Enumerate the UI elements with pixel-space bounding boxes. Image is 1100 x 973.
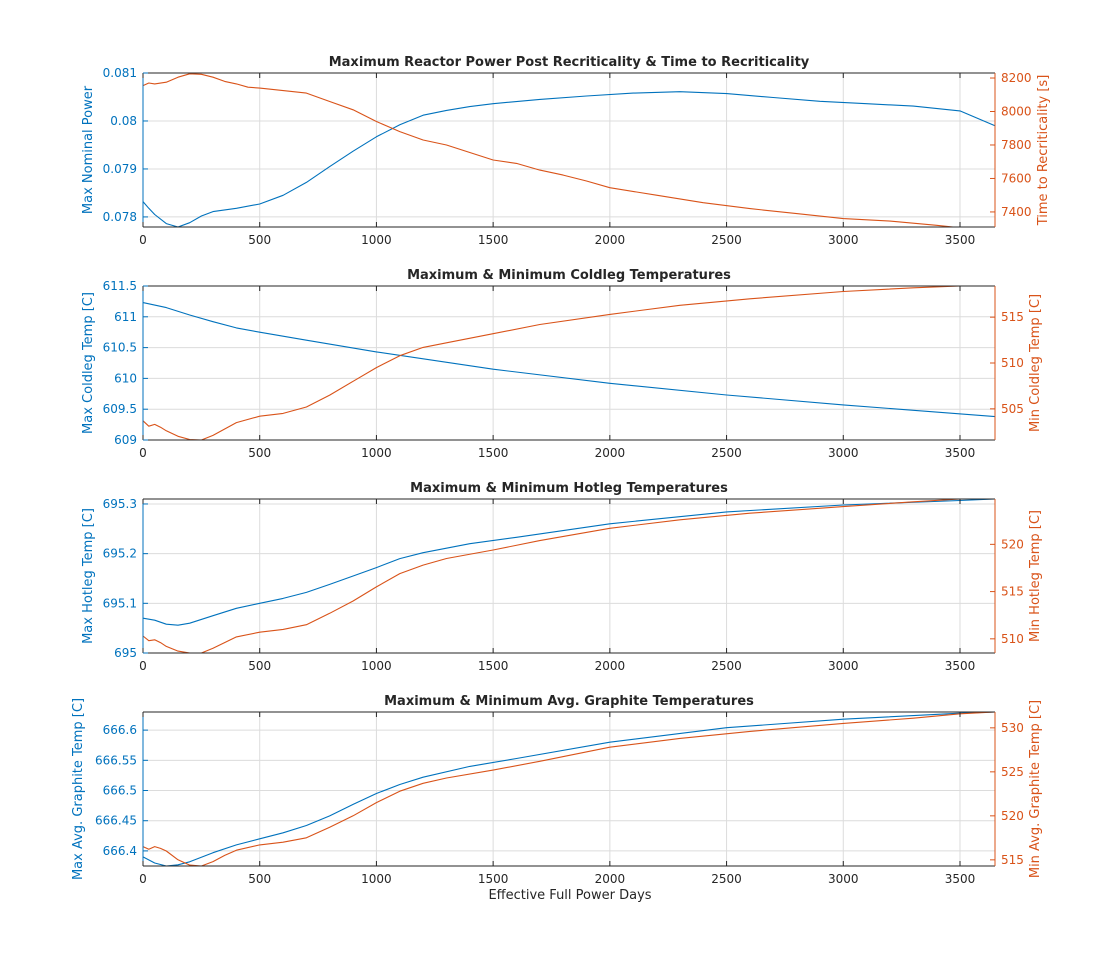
right-y-axis-label: Min Avg. Graphite Temp [C] xyxy=(1028,700,1043,878)
left-y-axis-label: Max Coldleg Temp [C] xyxy=(81,292,96,434)
x-tick-label: 500 xyxy=(248,446,271,460)
left-y-tick-label: 610.5 xyxy=(103,341,137,355)
subplot-title: Maximum & Minimum Avg. Graphite Temperat… xyxy=(384,694,754,709)
right-y-tick-label: 520 xyxy=(1001,809,1024,823)
x-tick-label: 0 xyxy=(139,446,147,460)
left-y-tick-label: 0.08 xyxy=(110,114,137,128)
series-line-time-to-recriticality xyxy=(142,73,954,228)
left-y-tick-label: 695.1 xyxy=(103,596,137,610)
left-y-tick-label: 610 xyxy=(114,371,137,385)
right-y-tick-label: 530 xyxy=(1001,721,1024,735)
x-tick-label: 2000 xyxy=(595,233,626,247)
x-tick-label: 3500 xyxy=(945,233,976,247)
x-tick-label: 1500 xyxy=(478,446,509,460)
right-y-tick-label: 515 xyxy=(1001,585,1024,599)
x-tick-label: 3000 xyxy=(828,872,859,886)
right-y-tick-label: 7400 xyxy=(1001,205,1032,219)
subplot-title: Maximum Reactor Power Post Recriticality… xyxy=(329,55,810,70)
x-tick-label: 1000 xyxy=(361,446,392,460)
left-y-tick-label: 0.078 xyxy=(103,210,137,224)
x-tick-label: 0 xyxy=(139,872,147,886)
x-tick-label: 1500 xyxy=(478,233,509,247)
x-tick-label: 1500 xyxy=(478,872,509,886)
subplots: 0 500 1000 1500 2000 2500 3000 3500 0.078 0.079 0.… xyxy=(71,55,1051,886)
x-tick-label: 500 xyxy=(248,872,271,886)
right-y-tick-label: 505 xyxy=(1001,402,1024,416)
x-tick-label: 1000 xyxy=(361,233,392,247)
x-tick-label: 2500 xyxy=(711,233,742,247)
left-y-tick-label: 666.4 xyxy=(103,844,137,858)
subplot-1: 0 500 1000 1500 2000 2500 3000 3500 0.078 0.079 0.… xyxy=(81,55,1051,247)
right-y-tick-label: 7600 xyxy=(1001,171,1032,185)
series-line-min-coldleg-temp xyxy=(142,285,995,441)
x-tick-label: 3000 xyxy=(828,659,859,673)
right-y-tick-label: 525 xyxy=(1001,765,1024,779)
x-tick-label: 1000 xyxy=(361,659,392,673)
series-line-max-avg-graphite-temp xyxy=(142,711,996,867)
left-y-tick-label: 695.3 xyxy=(103,497,137,511)
subplot-3: 0 500 1000 1500 2000 2500 3000 3500 695 695.1 695.… xyxy=(81,481,1043,673)
x-tick-label: 0 xyxy=(139,233,147,247)
series-line-max-coldleg-temp xyxy=(142,302,996,418)
left-y-tick-label: 609.5 xyxy=(103,402,137,416)
right-y-axis-label: Min Hotleg Temp [C] xyxy=(1028,510,1043,642)
right-y-tick-label: 7800 xyxy=(1001,138,1032,152)
x-tick-label: 500 xyxy=(248,233,271,247)
series-line-min-hotleg-temp xyxy=(142,498,995,654)
left-y-tick-label: 666.6 xyxy=(103,723,137,737)
x-tick-label: 1500 xyxy=(478,659,509,673)
x-tick-label: 3000 xyxy=(828,446,859,460)
x-tick-label: 2000 xyxy=(595,446,626,460)
series-line-max-nominal-power xyxy=(142,91,996,228)
left-y-tick-label: 695.2 xyxy=(103,547,137,561)
x-axis-label: Effective Full Power Days xyxy=(488,888,651,903)
right-y-axis-label: Min Coldleg Temp [C] xyxy=(1028,294,1043,432)
left-y-axis-label: Max Nominal Power xyxy=(81,85,96,214)
right-y-axis-label: Time to Recriticality [s] xyxy=(1036,75,1051,227)
right-y-tick-label: 515 xyxy=(1001,310,1024,324)
left-y-tick-label: 695 xyxy=(114,646,137,660)
x-tick-label: 3000 xyxy=(828,233,859,247)
left-y-tick-label: 609 xyxy=(114,433,137,447)
x-tick-label: 2000 xyxy=(595,659,626,673)
subplot-2: 0 500 1000 1500 2000 2500 3000 3500 609 609.5 610 6… xyxy=(81,268,1043,460)
right-y-tick-label: 520 xyxy=(1001,537,1024,551)
left-y-axis-label: Max Avg. Graphite Temp [C] xyxy=(71,698,86,880)
left-y-tick-label: 666.5 xyxy=(103,784,137,798)
right-y-tick-label: 515 xyxy=(1001,853,1024,867)
left-y-tick-label: 666.45 xyxy=(95,814,137,828)
left-y-axis-label: Max Hotleg Temp [C] xyxy=(81,508,96,644)
right-y-tick-label: 510 xyxy=(1001,356,1024,370)
x-tick-label: 2000 xyxy=(595,872,626,886)
left-y-tick-label: 0.081 xyxy=(103,66,137,80)
series-line-min-avg-graphite-temp xyxy=(142,711,996,867)
subplot-title: Maximum & Minimum Coldleg Temperatures xyxy=(407,268,731,283)
left-y-tick-label: 611.5 xyxy=(103,279,137,293)
x-tick-label: 3500 xyxy=(945,446,976,460)
x-tick-label: 2500 xyxy=(711,659,742,673)
subplot-title: Maximum & Minimum Hotleg Temperatures xyxy=(410,481,728,496)
series-line-max-hotleg-temp xyxy=(142,498,996,626)
left-y-tick-label: 666.55 xyxy=(95,753,137,767)
x-tick-label: 1000 xyxy=(361,872,392,886)
x-tick-label: 3500 xyxy=(945,872,976,886)
x-tick-label: 2500 xyxy=(711,872,742,886)
x-tick-label: 500 xyxy=(248,659,271,673)
subplot-4: 0 500 1000 1500 2000 2500 3000 3500 666.4 666.45 6… xyxy=(71,694,1043,886)
x-tick-label: 3500 xyxy=(945,659,976,673)
x-tick-label: 2500 xyxy=(711,446,742,460)
right-y-tick-label: 8000 xyxy=(1001,105,1032,119)
right-y-tick-label: 510 xyxy=(1001,632,1024,646)
x-tick-label: 0 xyxy=(139,659,147,673)
left-y-tick-label: 611 xyxy=(114,310,137,324)
left-y-tick-label: 0.079 xyxy=(103,162,137,176)
right-y-tick-label: 8200 xyxy=(1001,71,1032,85)
